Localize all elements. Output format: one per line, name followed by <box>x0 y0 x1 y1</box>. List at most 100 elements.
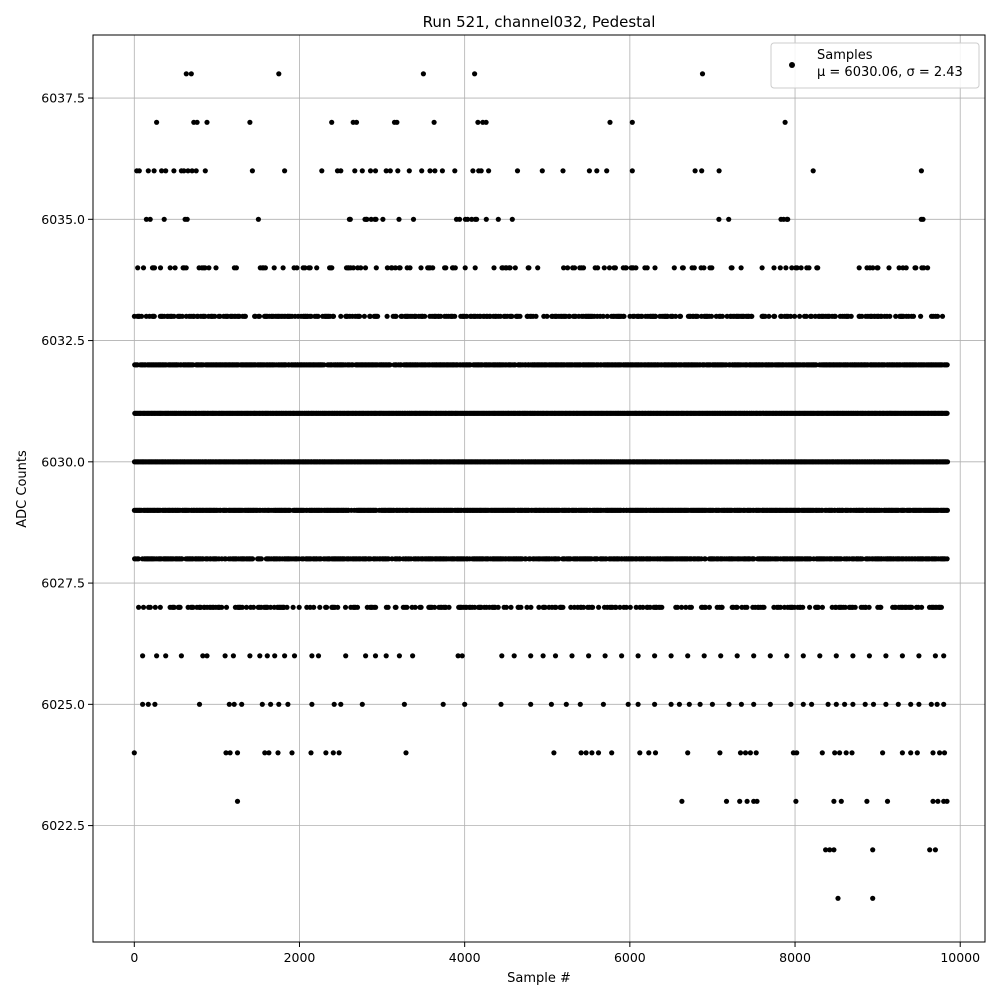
data-point <box>406 168 412 174</box>
data-point <box>410 653 416 659</box>
data-point <box>850 701 856 707</box>
data-point <box>179 313 185 319</box>
data-point <box>870 847 876 853</box>
data-point <box>637 750 643 756</box>
data-point <box>723 798 730 804</box>
data-point <box>544 313 550 319</box>
data-point <box>393 604 399 610</box>
data-point <box>914 750 920 756</box>
data-point <box>832 750 838 756</box>
data-point <box>738 701 745 707</box>
data-point <box>602 653 608 659</box>
data-point <box>849 750 855 756</box>
data-point <box>832 313 838 319</box>
data-point <box>368 216 374 222</box>
data-point <box>807 604 813 610</box>
data-point <box>815 265 821 271</box>
data-point <box>691 265 697 271</box>
data-point <box>219 604 225 610</box>
y-tick-label: 6022.5 <box>41 818 85 833</box>
data-point <box>754 798 760 804</box>
data-point <box>308 750 314 756</box>
data-point <box>697 701 703 707</box>
data-point <box>384 313 390 319</box>
data-point <box>163 168 169 174</box>
y-tick-label: 6030.0 <box>41 454 85 469</box>
data-point <box>866 653 873 659</box>
data-point <box>483 216 489 222</box>
data-point <box>354 604 361 610</box>
data-point <box>329 119 335 125</box>
data-point <box>151 313 157 319</box>
data-point <box>486 168 492 174</box>
data-point <box>831 798 837 804</box>
data-point <box>708 313 715 319</box>
data-point <box>918 313 924 319</box>
data-point <box>359 701 365 707</box>
data-point <box>652 265 658 271</box>
data-point <box>528 653 534 659</box>
data-point <box>884 798 891 804</box>
data-point <box>347 216 353 222</box>
data-point <box>935 313 941 319</box>
data-point <box>606 265 613 271</box>
data-point <box>157 604 163 610</box>
data-point <box>276 701 282 707</box>
data-point <box>742 750 749 756</box>
data-point <box>136 168 142 174</box>
data-point <box>264 653 270 659</box>
data-point <box>719 604 725 610</box>
data-point <box>282 168 288 174</box>
data-point <box>686 701 692 707</box>
data-points <box>131 71 951 901</box>
data-point <box>329 265 335 271</box>
data-point <box>783 265 789 271</box>
data-point <box>147 216 153 222</box>
data-point <box>420 71 426 77</box>
data-point <box>247 119 253 125</box>
y-tick-label: 6037.5 <box>41 91 85 106</box>
data-point <box>495 216 501 222</box>
data-point <box>190 604 196 610</box>
x-tick-label: 8000 <box>779 950 811 965</box>
data-point <box>290 604 296 610</box>
data-point <box>396 653 402 659</box>
data-point <box>395 168 401 174</box>
data-point <box>440 701 446 707</box>
data-point <box>509 313 515 319</box>
data-point <box>528 604 534 610</box>
data-point <box>154 653 160 659</box>
data-point <box>835 895 841 901</box>
data-point <box>809 701 815 707</box>
data-point <box>594 168 600 174</box>
data-point <box>717 750 723 756</box>
data-point <box>595 750 602 756</box>
data-point <box>135 265 141 271</box>
data-point <box>726 216 732 222</box>
data-point <box>932 653 939 659</box>
data-point <box>895 701 901 707</box>
data-point <box>856 265 862 271</box>
data-point <box>172 265 178 271</box>
data-point <box>222 653 228 659</box>
data-point <box>916 653 922 659</box>
data-point <box>600 701 607 707</box>
data-point <box>323 750 329 756</box>
y-tick-label: 6032.5 <box>41 333 85 348</box>
data-point <box>833 653 839 659</box>
data-point <box>548 701 555 707</box>
data-point <box>878 604 884 610</box>
data-point <box>517 313 523 319</box>
data-point <box>729 265 735 271</box>
data-point <box>353 119 360 125</box>
data-point <box>250 556 256 562</box>
data-point <box>644 265 650 271</box>
data-point <box>231 701 237 707</box>
data-point <box>259 701 265 707</box>
data-point <box>183 71 189 77</box>
data-point <box>452 313 458 319</box>
data-point <box>944 556 950 562</box>
data-point <box>789 265 795 271</box>
x-tick-label: 6000 <box>614 950 646 965</box>
